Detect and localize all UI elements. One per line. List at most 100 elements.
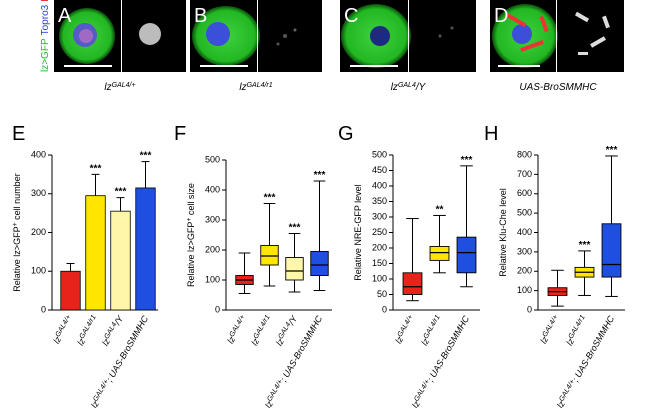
x-tick-label-text: lz (51, 334, 63, 345)
bar (85, 195, 106, 311)
y-tick-label: 800 (517, 149, 532, 159)
y-tick-label: 50 (377, 289, 387, 299)
x-tick-label-sup: GAL4/+ (228, 314, 246, 338)
y-axis-label: Relative lz>GFP+ cell size (186, 183, 197, 287)
y-tick-label: 0 (382, 304, 387, 314)
y-tick-label: 200 (372, 242, 387, 252)
significance: ** (436, 204, 444, 215)
significance: *** (461, 155, 473, 166)
y-tick-label: 700 (517, 169, 532, 179)
y-tick-label: 100 (517, 285, 532, 295)
x-tick-label-sup: GAL4/+ (54, 314, 72, 338)
y-tick-label: 450 (372, 165, 387, 175)
significance: *** (140, 151, 152, 162)
box (310, 251, 329, 276)
x-tick-label-text: lz (249, 336, 261, 347)
x-tick-label: lzGAL4/r1 (75, 314, 100, 348)
y-tick-label: 500 (372, 149, 387, 159)
y-tick-label: 200 (31, 227, 46, 237)
x-tick-label-sup: GAL4/r1 (78, 314, 97, 340)
y-tick-label: 100 (372, 273, 387, 283)
x-tick-label-sup: GAL4/+ (92, 378, 110, 402)
panel-letter: C (344, 5, 358, 27)
box (601, 223, 622, 278)
panel-caption: lzGAL4/Y (391, 82, 427, 94)
x-tick-label: lzGAL4/+; UAS-BroSMMHC (410, 313, 472, 408)
panel-letter: G (338, 123, 354, 145)
stain-label: Lz (40, 0, 51, 2)
y-tick-label: 300 (517, 246, 532, 256)
y-tick-label: 150 (372, 258, 387, 268)
y-tick-label: 600 (517, 188, 532, 198)
x-tick-label: lzGAL4/r1 (419, 314, 444, 348)
box (260, 245, 279, 266)
x-tick-label-text: lz (263, 399, 275, 408)
panel-caption-sup: GAL4/r1 (247, 82, 273, 89)
x-tick-label-text: lz (100, 336, 112, 347)
y-axis-label-text: Relative lz>GFP (12, 226, 22, 291)
image-panels (54, 0, 624, 72)
panel-letter: H (484, 123, 498, 145)
panel-caption: lzGAL4/+ (104, 82, 135, 94)
y-axis-label-text: Relative Klu-Che level (498, 188, 508, 277)
y-tick-label: 400 (517, 227, 532, 237)
significance: *** (314, 170, 326, 181)
x-tick-label: lzGAL4/+; UAS-BroSMMHC (89, 313, 151, 408)
stain-label: Topro3 (40, 4, 51, 35)
y-axis-label-after: cell size (186, 183, 196, 218)
significance: *** (115, 187, 127, 198)
x-tick-label-text: lz (393, 334, 405, 345)
y-axis-label-text: Relative NRE-GFP level (353, 184, 363, 280)
x-tick-label-sup: GAL4/r1 (252, 314, 271, 340)
x-tick-label: lzGAL4/+; UAS-BroSMMHC (555, 313, 617, 408)
panel-letter: E (12, 123, 25, 145)
box (285, 257, 304, 281)
significance: *** (606, 145, 618, 156)
y-tick-label: 250 (372, 227, 387, 237)
x-tick-label: lzGAL4/Y (100, 313, 126, 348)
box (402, 272, 423, 295)
y-tick-label: 0 (527, 304, 532, 314)
y-axis-label: Relative NRE-GFP level (353, 184, 363, 280)
x-tick-label-sup: GAL4/+ (413, 378, 431, 402)
y-tick-label: 200 (205, 244, 220, 254)
y-axis-label-text: Relative lz>GFP (186, 222, 196, 287)
y-axis-label-after: cell number (12, 173, 22, 222)
significance: *** (579, 240, 591, 251)
x-tick-label: lzGAL4/+ (538, 314, 562, 346)
panel-caption-after: /Y (415, 82, 427, 93)
x-tick-label-text: lz (89, 399, 101, 408)
stain-labels: lz>GFP Topro3 Lz (40, 0, 51, 72)
y-tick-label: 300 (205, 214, 220, 224)
y-tick-label: 200 (517, 266, 532, 276)
bar (110, 210, 131, 311)
x-tick-label-text: lz (274, 336, 286, 347)
y-tick-label: 300 (31, 188, 46, 198)
y-tick-label: 350 (372, 196, 387, 206)
significance: *** (264, 193, 276, 204)
panel-caption: lzGAL4/r1 (239, 82, 272, 94)
x-tick-label-sup: GAL4/+ (266, 378, 284, 402)
x-tick-label-text: lz (538, 334, 550, 345)
x-tick-label-text: lz (564, 336, 576, 347)
y-tick-label: 400 (31, 149, 46, 159)
x-tick-label: lzGAL4/+; UAS-BroSMMHC (263, 313, 325, 408)
y-tick-label: 400 (205, 184, 220, 194)
panel-caption-text: lz (104, 82, 111, 93)
y-axis-label: Relative Klu-Che level (498, 188, 508, 277)
y-tick-label: 300 (372, 211, 387, 221)
x-tick-label-text: lz (555, 399, 567, 408)
x-tick-label: lzGAL4/+ (51, 314, 75, 346)
panel-letter: D (494, 5, 508, 27)
x-tick-label-sup: GAL4/r1 (567, 314, 586, 340)
x-tick-label-text: lz (75, 336, 87, 347)
bar (60, 270, 81, 311)
panel-caption-sup: GAL4 (398, 82, 416, 89)
y-tick-label: 100 (31, 266, 46, 276)
x-tick-label-sup: GAL4/+ (558, 378, 576, 402)
x-tick-label-text: lz (225, 334, 237, 345)
panel-labels: AlzGAL4/+BlzGAL4/r1ClzGAL4/YDUAS-BroSMMH… (58, 5, 597, 93)
y-tick-label: 0 (41, 304, 46, 314)
